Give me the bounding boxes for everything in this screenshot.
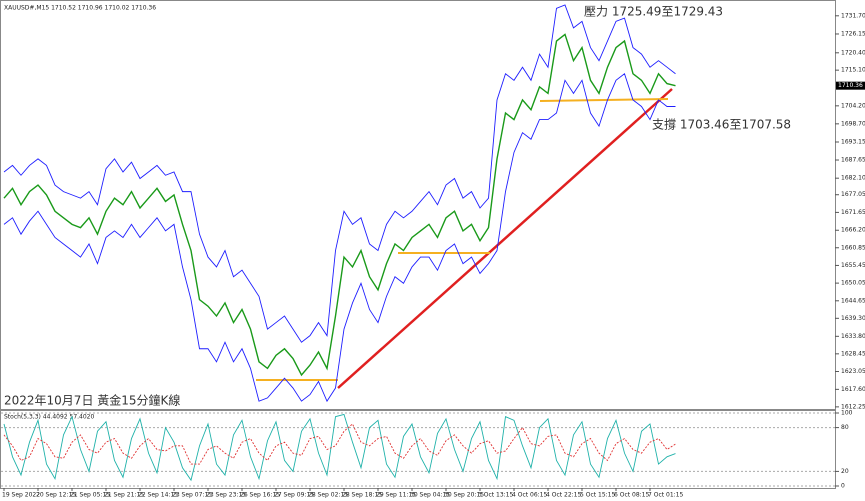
y-tick-label: 1644.65 bbox=[841, 297, 865, 304]
x-tick-label: 21 Sep 05:15 bbox=[70, 492, 110, 499]
annotation: 支撐 1703.46至1707.58 bbox=[652, 118, 791, 132]
support-line bbox=[539, 98, 669, 102]
y-tick-label: 1731.70 bbox=[841, 12, 865, 19]
x-tick-label: 5 Oct 15:15 bbox=[580, 492, 615, 499]
stoch-header: Stoch(5,3,3) 44.4092 57.4020 bbox=[4, 414, 95, 421]
y-tick-label: 20 bbox=[841, 468, 849, 475]
price-label: 1710.36 bbox=[838, 82, 863, 89]
x-tick-label: 28 Sep 02:15 bbox=[308, 492, 348, 499]
y-tick-label: 1666.20 bbox=[841, 227, 865, 234]
x-tick-label: 7 Oct 01:15 bbox=[648, 492, 683, 499]
y-tick-label: 1617.60 bbox=[841, 386, 865, 393]
y-tick-label: 1698.70 bbox=[841, 120, 865, 127]
y-tick-label: 1677.05 bbox=[841, 191, 865, 198]
x-tick-label: 21 Sep 21:15 bbox=[104, 492, 144, 499]
y-tick-label: 1660.85 bbox=[841, 244, 865, 251]
x-tick-label: 23 Sep 07:15 bbox=[172, 492, 212, 499]
x-tick-label: 4 Oct 06:15 bbox=[512, 492, 547, 499]
y-tick-label: 1639.30 bbox=[841, 315, 865, 322]
annotation: 壓力 1725.49至1729.43 bbox=[584, 5, 723, 19]
x-tick-label: 27 Sep 09:15 bbox=[274, 492, 314, 499]
y-tick-label: 1715.10 bbox=[841, 67, 865, 74]
x-tick-label: 28 Sep 18:15 bbox=[342, 492, 382, 499]
series-line bbox=[3, 423, 676, 465]
y-tick-label: 1655.45 bbox=[841, 262, 865, 269]
series-line bbox=[3, 413, 676, 482]
y-tick-label: 1693.15 bbox=[841, 139, 865, 146]
x-tick-label: 26 Sep 16:15 bbox=[240, 492, 280, 499]
y-tick-label: 80 bbox=[841, 424, 849, 431]
series-line bbox=[3, 33, 676, 377]
y-tick-label: 1682.10 bbox=[841, 175, 865, 182]
stoch-panel bbox=[0, 410, 836, 489]
x-tick-label: 30 Sep 20:15 bbox=[444, 492, 484, 499]
y-tick-label: 1623.05 bbox=[841, 368, 865, 375]
y-tick-label: 1726.15 bbox=[841, 30, 865, 37]
y-tick-label: 1612.25 bbox=[841, 403, 865, 410]
x-tick-label: 6 Oct 08:15 bbox=[614, 492, 649, 499]
x-tick-label: 4 Oct 22:15 bbox=[546, 492, 581, 499]
y-tick-label: 1720.40 bbox=[841, 49, 865, 56]
x-tick-label: 29 Sep 11:15 bbox=[376, 492, 416, 499]
annotation: 2022年10月7日 黃金15分鐘K線 bbox=[4, 393, 180, 408]
x-tick-label: 20 Sep 12:15 bbox=[36, 492, 76, 499]
y-tick-label: 1650.05 bbox=[841, 280, 865, 287]
x-tick-label: 19 Sep 2022 bbox=[2, 492, 40, 499]
price-tag bbox=[836, 81, 865, 90]
y-tick-label: 1671.65 bbox=[841, 209, 865, 216]
x-tick-label: 23 Sep 23:15 bbox=[206, 492, 246, 499]
x-tick-label: 22 Sep 14:15 bbox=[138, 492, 178, 499]
y-tick-label: 1628.45 bbox=[841, 350, 865, 357]
x-tick-label: 3 Oct 13:15 bbox=[478, 492, 513, 499]
y-tick-label: 1704.20 bbox=[841, 102, 865, 109]
chart-header: XAUUSD#,M15 1710.52 1710.96 1710.02 1710… bbox=[4, 5, 156, 12]
trend-line bbox=[337, 88, 673, 389]
x-tick-label: 30 Sep 04:15 bbox=[410, 492, 450, 499]
series-line bbox=[3, 73, 676, 403]
y-tick-label: 100 bbox=[841, 410, 853, 417]
y-tick-label: 1687.65 bbox=[841, 157, 865, 164]
y-tick-label: 0 bbox=[841, 483, 845, 490]
series-line bbox=[3, 4, 676, 343]
y-tick-label: 1633.80 bbox=[841, 333, 865, 340]
